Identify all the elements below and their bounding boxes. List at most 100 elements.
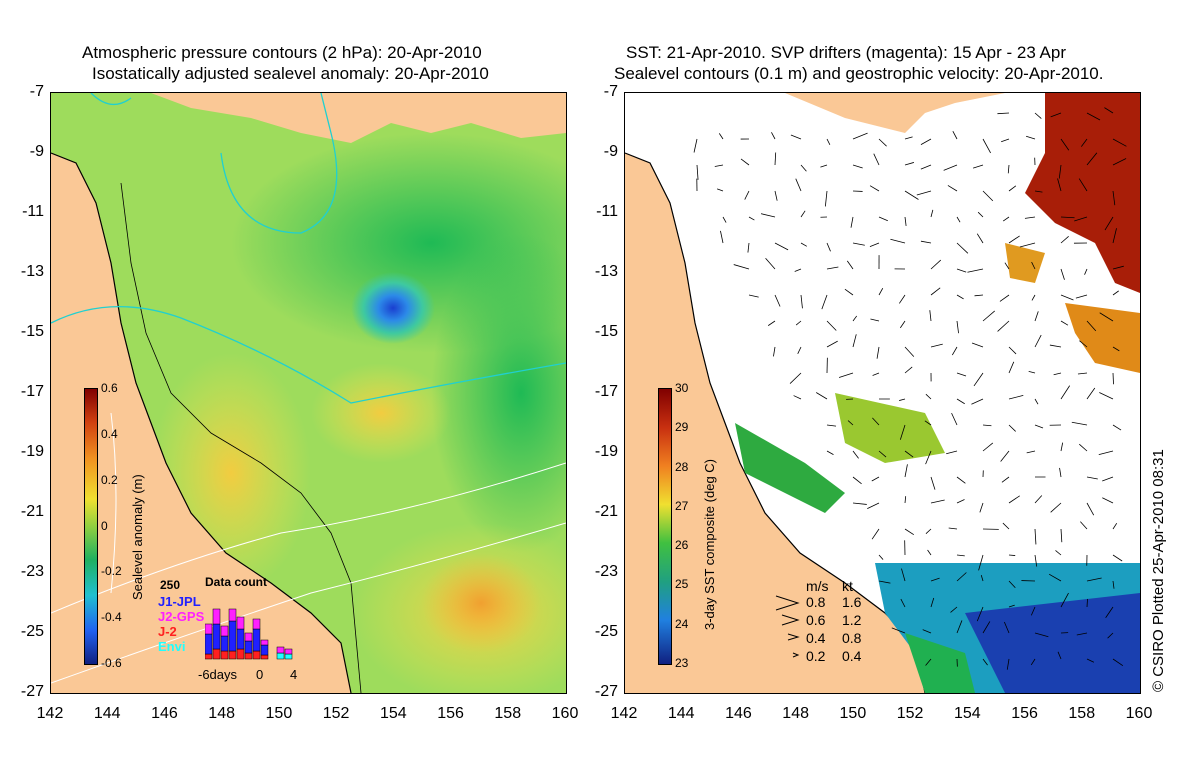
velocity-vector [1057, 178, 1062, 192]
velocity-vector [1112, 138, 1127, 147]
data-count-bar [252, 650, 261, 660]
plot-credit: © CSIRO Plotted 25-Apr-2010 08:31 [1150, 449, 1167, 692]
anomaly-low-center [351, 272, 435, 344]
velocity-vector [873, 153, 880, 166]
anomaly-green-east [431, 233, 566, 553]
velocity-vector [1003, 621, 1010, 634]
velocity-vector [1112, 190, 1116, 206]
left-title-line1: Atmospheric pressure contours (2 hPa): 2… [82, 43, 482, 62]
velocity-vector [774, 190, 778, 201]
velocity-vector [1008, 424, 1016, 432]
right-colorbar-tick: 28 [675, 459, 689, 474]
velocity-vector [982, 424, 992, 427]
speed-arrow-02 [792, 652, 800, 658]
land-australia-right [625, 153, 925, 693]
left-colorbar-tick: 0 [101, 518, 108, 533]
velocity-vector [1008, 604, 1015, 608]
velocity-vector [956, 398, 965, 405]
velocity-vector [1105, 606, 1114, 618]
velocity-vector [789, 372, 802, 384]
sst-orange-east [1065, 303, 1140, 373]
speed-arrow-06 [781, 614, 800, 626]
left-y-tick-label: -19 [20, 443, 44, 460]
velocity-vector [982, 442, 994, 452]
velocity-vector [1112, 424, 1122, 431]
velocity-vector [821, 294, 828, 310]
data-count-xlabel-zero: 0 [256, 667, 264, 682]
data-count-bar [220, 625, 229, 637]
speed-legend-row-2-ms: 0.6 [806, 612, 826, 628]
data-count-bar [228, 620, 237, 652]
velocity-vector [899, 398, 906, 401]
velocity-vector [1060, 320, 1069, 326]
speed-legend-row-4-ms: 0.2 [806, 648, 826, 664]
velocity-vector [930, 343, 943, 348]
velocity-vector [977, 211, 984, 218]
velocity-vector [869, 242, 880, 247]
right-y-tick-label: -17 [594, 383, 618, 400]
velocity-vector [971, 342, 984, 348]
right-x-tick-label: 150 [839, 705, 867, 722]
velocity-vector [1086, 502, 1095, 516]
data-count-bar [244, 652, 253, 660]
velocity-vector [1008, 361, 1015, 374]
velocity-vector [1060, 138, 1070, 151]
speed-legend-header-kt: kt [842, 578, 853, 594]
data-count-bar [212, 623, 221, 650]
velocity-vector [1112, 346, 1120, 352]
left-map-panel [50, 92, 567, 694]
right-y-tick-label: -15 [594, 323, 618, 340]
legend-series-j1: J1-JPL [158, 594, 201, 609]
anomaly-yellow-mid [311, 363, 451, 463]
velocity-vector [797, 346, 802, 355]
velocity-vector [878, 138, 887, 147]
data-count-bar [220, 650, 229, 660]
velocity-vector [1112, 658, 1124, 667]
velocity-vector [826, 424, 837, 427]
right-x-tick-label: 148 [782, 705, 809, 722]
velocity-vector [1034, 528, 1037, 545]
velocity-vector [1055, 550, 1062, 556]
velocity-vector [982, 138, 991, 154]
data-count-max-label: 250 [160, 578, 181, 592]
velocity-vector [971, 398, 984, 405]
velocity-vector [979, 502, 984, 513]
velocity-vector [748, 294, 759, 298]
data-count-bar [236, 628, 245, 650]
velocity-vector [1034, 398, 1039, 405]
velocity-vector [1112, 522, 1118, 530]
velocity-vector [925, 528, 932, 535]
right-y-tick-label: -23 [594, 563, 618, 580]
velocity-vector [956, 372, 967, 377]
velocity-vector [904, 162, 914, 166]
left-y-tick-label: -17 [20, 383, 44, 400]
sealevel-anomaly-map [51, 93, 566, 693]
data-count-bar [276, 646, 285, 654]
velocity-vector [976, 606, 984, 622]
velocity-vector [800, 242, 807, 247]
velocity-vector [1112, 554, 1123, 562]
velocity-vector [872, 372, 880, 376]
velocity-vector [852, 476, 862, 485]
velocity-vector [824, 190, 828, 207]
left-y-tick-label: -13 [20, 263, 44, 280]
velocity-vector [1099, 312, 1114, 322]
velocity-vector [1034, 495, 1043, 504]
velocity-vector [767, 320, 776, 326]
velocity-vector [1112, 580, 1115, 589]
velocity-vector [1031, 261, 1036, 270]
velocity-vector [1099, 392, 1114, 400]
velocity-vector [748, 216, 755, 221]
velocity-vector [747, 242, 750, 253]
velocity-vector [1079, 340, 1088, 348]
velocity-vector [920, 240, 932, 244]
anomaly-orange-south [421, 553, 541, 653]
velocity-vector [1004, 262, 1010, 270]
right-colorbar-tick: 25 [675, 577, 689, 592]
sst-velocity-map [625, 93, 1140, 693]
sst-cold-southeast [965, 593, 1140, 693]
velocity-vector [1112, 228, 1117, 244]
velocity-vector [904, 346, 915, 357]
velocity-vector [876, 346, 880, 359]
velocity-vector [872, 417, 880, 426]
